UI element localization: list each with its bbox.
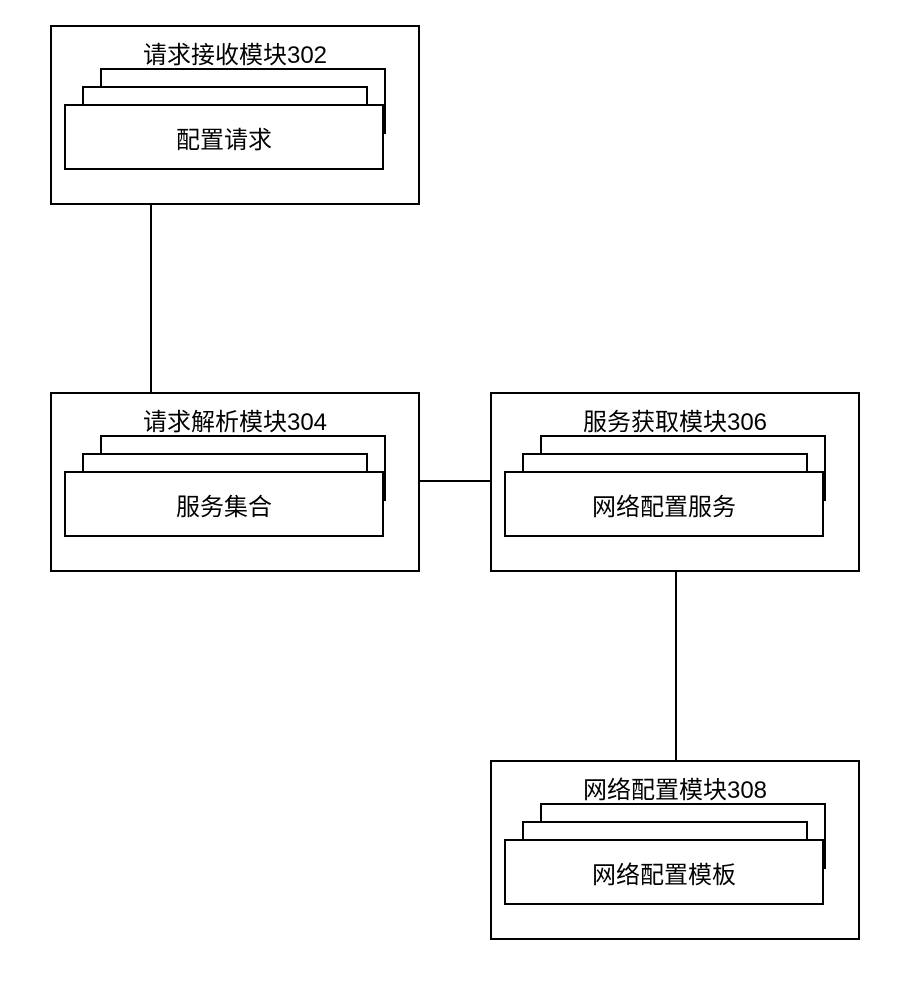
module-306-stack-front: 网络配置服务: [504, 471, 824, 537]
module-302-title: 请求接收模块302: [52, 33, 418, 72]
module-306-card-label: 网络配置服务: [592, 487, 736, 522]
module-308-card-label: 网络配置模板: [592, 855, 736, 890]
module-308-stack-front: 网络配置模板: [504, 839, 824, 905]
connector-304-306: [420, 480, 490, 482]
module-304-card-label: 服务集合: [176, 487, 272, 522]
connector-302-304: [150, 205, 152, 392]
connector-306-308: [675, 572, 677, 760]
module-308-title: 网络配置模块308: [492, 768, 858, 807]
module-306-title: 服务获取模块306: [492, 400, 858, 439]
module-304-stack-front: 服务集合: [64, 471, 384, 537]
module-302-card-label: 配置请求: [176, 120, 272, 155]
module-304-title: 请求解析模块304: [52, 400, 418, 439]
module-302-stack-front: 配置请求: [64, 104, 384, 170]
